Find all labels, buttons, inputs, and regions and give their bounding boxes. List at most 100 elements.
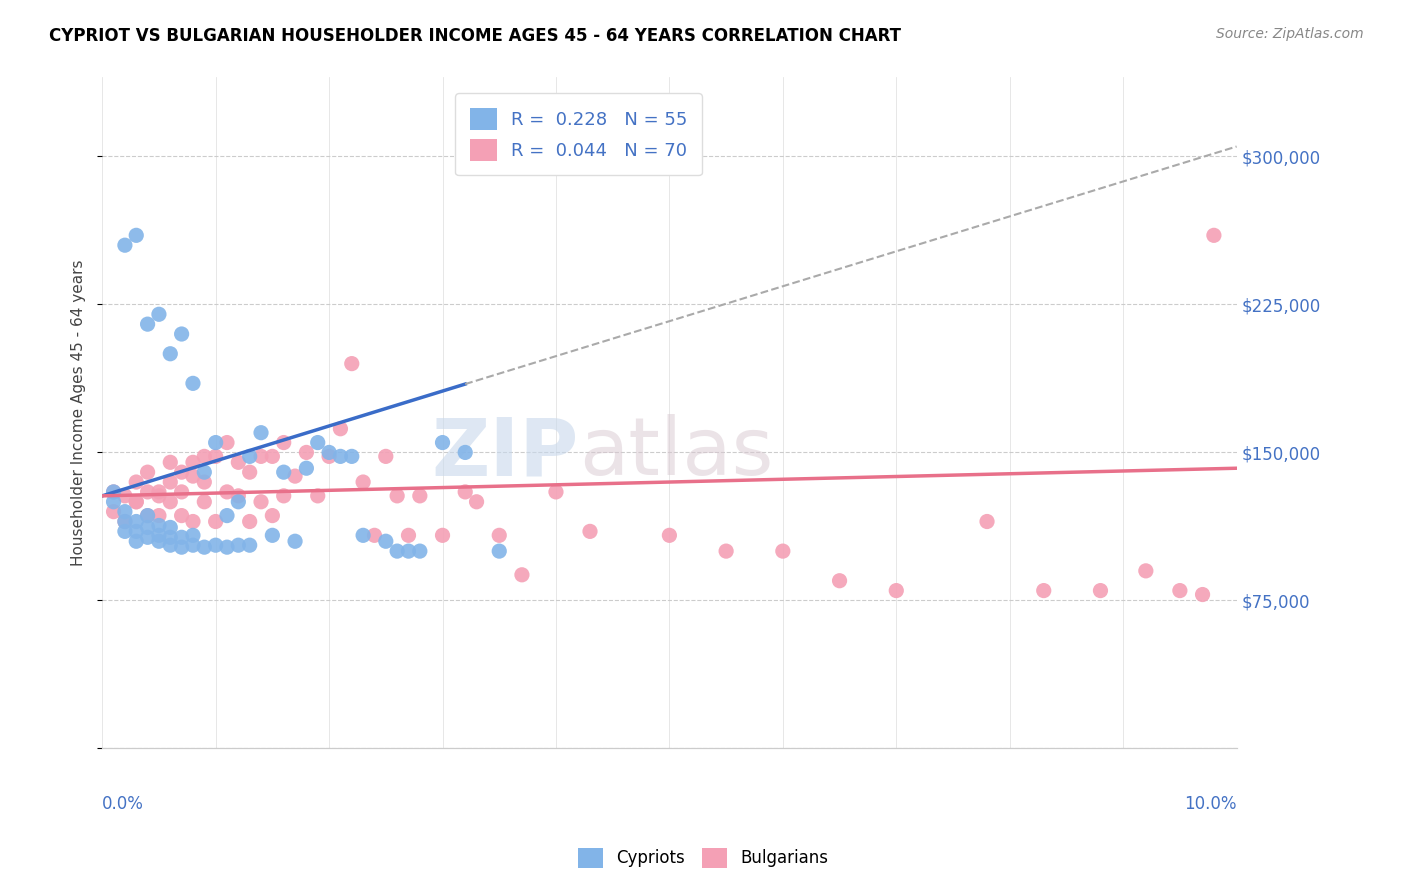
Point [398,528,420,542]
Point [125,515,148,529]
Point [273,435,295,450]
Point [148,489,170,503]
Point [170,540,193,554]
Text: 10.0%: 10.0% [1184,796,1237,814]
Point [374,450,396,464]
Point [159,495,181,509]
Point [409,544,432,558]
Point [510,567,533,582]
Point [114,489,136,503]
Point [307,489,329,503]
Point [544,484,567,499]
Point [103,484,125,499]
Point [103,505,125,519]
Point [170,326,193,341]
Point [318,450,340,464]
Point [136,484,159,499]
Point [204,450,226,464]
Point [465,495,488,509]
Point [398,544,420,558]
Point [148,518,170,533]
Point [329,450,352,464]
Point [125,495,148,509]
Point [284,534,307,549]
Point [193,540,215,554]
Point [239,538,262,552]
Point [1090,583,1112,598]
Point [114,515,136,529]
Point [714,544,737,558]
Point [228,489,250,503]
Point [159,475,181,489]
Point [488,528,510,542]
Point [432,435,454,450]
Point [103,495,125,509]
Point [329,422,352,436]
Text: CYPRIOT VS BULGARIAN HOUSEHOLDER INCOME AGES 45 - 64 YEARS CORRELATION CHART: CYPRIOT VS BULGARIAN HOUSEHOLDER INCOME … [49,27,901,45]
Point [352,475,374,489]
Point [159,530,181,544]
Point [181,538,204,552]
Point [385,544,408,558]
Point [193,495,215,509]
Point [136,317,159,331]
Point [125,495,148,509]
Point [250,450,273,464]
Point [136,465,159,479]
Point [136,530,159,544]
Point [204,538,226,552]
Text: atlas: atlas [579,414,773,492]
Point [239,450,262,464]
Text: 0.0%: 0.0% [103,796,143,814]
Point [159,347,181,361]
Text: Source: ZipAtlas.com: Source: ZipAtlas.com [1216,27,1364,41]
Point [1168,583,1191,598]
Point [1191,588,1213,602]
Point [579,524,602,539]
Point [215,484,238,499]
Point [148,508,170,523]
Point [363,528,385,542]
Point [114,505,136,519]
Point [884,583,907,598]
Point [1032,583,1054,598]
Point [454,445,477,459]
Point [488,544,510,558]
Point [273,489,295,503]
Point [385,489,408,503]
Point [1202,228,1225,243]
Point [432,528,454,542]
Point [170,484,193,499]
Point [772,544,794,558]
Point [193,475,215,489]
Point [340,450,363,464]
Point [250,425,273,440]
Legend: R =  0.228   N = 55, R =  0.044   N = 70: R = 0.228 N = 55, R = 0.044 N = 70 [456,93,702,175]
Point [1135,564,1157,578]
Point [228,455,250,469]
Point [250,495,273,509]
Point [136,520,159,534]
Point [262,528,284,542]
Point [340,357,363,371]
Point [828,574,851,588]
Point [170,530,193,544]
Point [181,455,204,469]
Point [273,465,295,479]
Point [114,524,136,539]
Point [170,465,193,479]
Point [136,508,159,523]
Point [170,508,193,523]
Point [159,455,181,469]
Point [204,515,226,529]
Point [228,538,250,552]
Point [295,461,318,475]
Point [181,376,204,391]
Point [215,508,238,523]
Point [295,445,318,459]
Point [262,508,284,523]
Point [103,484,125,499]
Point [159,538,181,552]
Point [181,528,204,542]
Point [239,465,262,479]
